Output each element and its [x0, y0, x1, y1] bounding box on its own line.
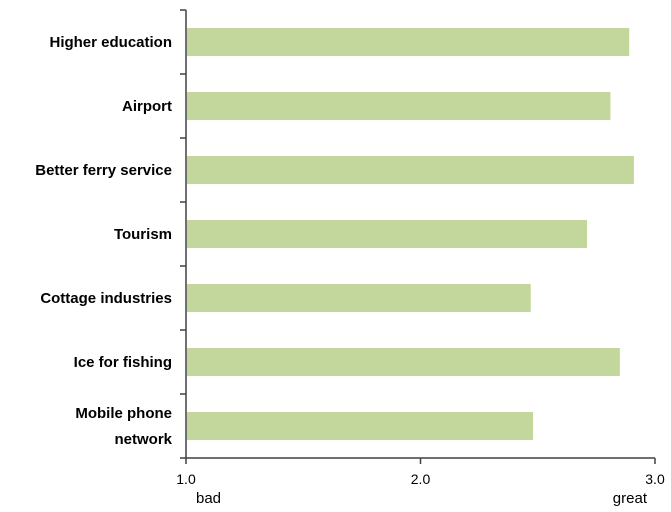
category-labels: Higher education Airport Better ferry serv…: [35, 34, 172, 448]
x-tick-label: 3.0: [645, 471, 665, 487]
category-label: Airport: [122, 98, 172, 115]
category-label: network: [114, 431, 172, 448]
x-axis-low-label: bad: [196, 490, 221, 507]
category-label: Tourism: [114, 226, 172, 243]
category-label: Cottage industries: [40, 290, 172, 307]
bar: [187, 220, 587, 248]
category-label: Mobile phone: [75, 405, 172, 422]
bar: [187, 92, 611, 120]
bar: [187, 284, 531, 312]
bar: [187, 28, 630, 56]
x-axis-ticks: 1.0 2.0 3.0: [176, 458, 665, 487]
bars-group: [187, 28, 634, 440]
y-axis-ticks: [180, 9, 186, 459]
category-label: Higher education: [49, 34, 172, 51]
category-label: Better ferry service: [35, 162, 172, 179]
bar: [187, 348, 620, 376]
bar: [187, 412, 534, 440]
x-tick-label: 1.0: [176, 471, 196, 487]
bar: [187, 156, 634, 184]
category-label: Ice for fishing: [74, 354, 172, 371]
x-tick-label: 2.0: [411, 471, 431, 487]
x-axis-high-label: great: [613, 490, 648, 507]
